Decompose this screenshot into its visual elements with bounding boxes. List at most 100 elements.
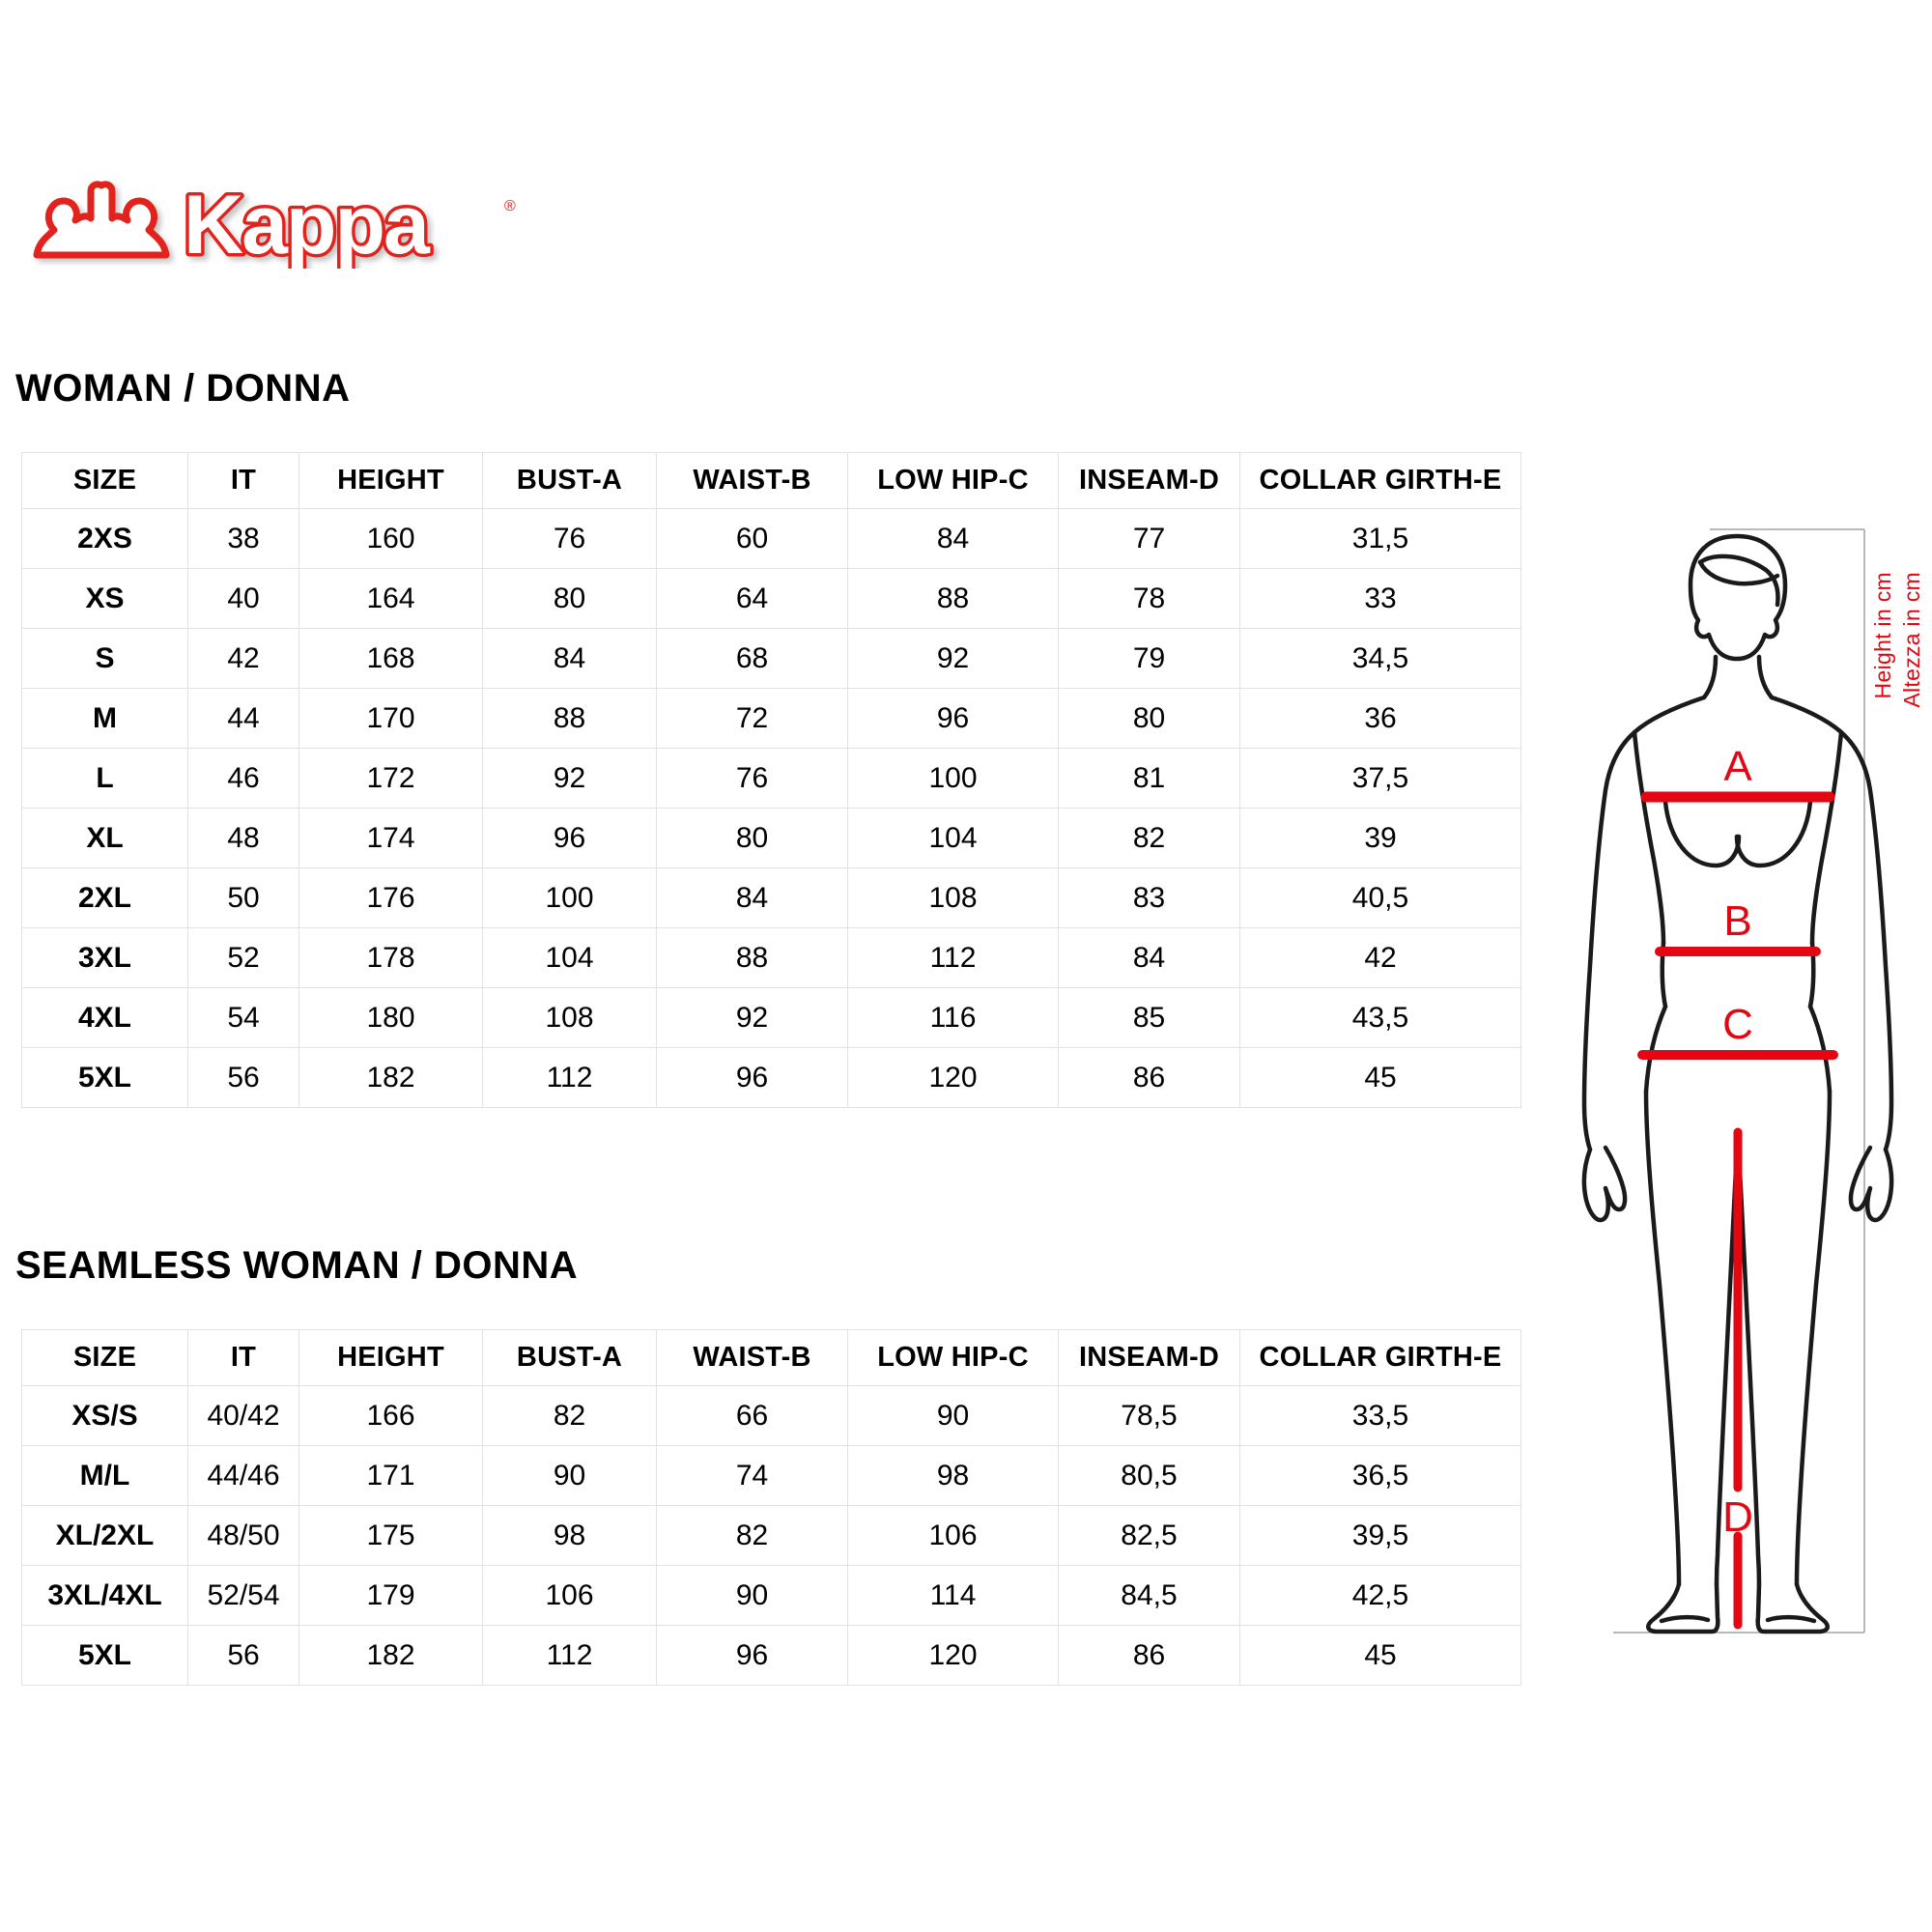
cell-hip: 112	[847, 927, 1059, 988]
cell-inseam: 80,5	[1058, 1445, 1240, 1506]
measurement-lines	[1637, 791, 1838, 1630]
cell-size: 3XL/4XL	[21, 1565, 188, 1626]
cell-size: XS	[21, 568, 188, 629]
cell-waist: 64	[656, 568, 848, 629]
cell-size: L	[21, 748, 188, 809]
cell-size: XL/2XL	[21, 1505, 188, 1566]
cell-inseam: 82	[1058, 808, 1240, 868]
cell-collar: 42	[1239, 927, 1521, 988]
svg-text:Kappa: Kappa	[184, 179, 431, 269]
cell-waist: 74	[656, 1445, 848, 1506]
cell-inseam: 78	[1058, 568, 1240, 629]
cell-bust: 112	[482, 1625, 657, 1686]
column-header-hip: LOW HIP-C	[847, 452, 1059, 509]
cell-collar: 39	[1239, 808, 1521, 868]
cell-hip: 96	[847, 688, 1059, 749]
cell-hip: 90	[847, 1385, 1059, 1446]
table-row: XL/2XL 48/50 175 98 82 106 82,5 39,5	[21, 1505, 1521, 1566]
cell-collar: 34,5	[1239, 628, 1521, 689]
cell-inseam: 78,5	[1058, 1385, 1240, 1446]
cell-hip: 92	[847, 628, 1059, 689]
column-header-waist: WAIST-B	[656, 452, 848, 509]
cell-inseam: 83	[1058, 867, 1240, 928]
cell-bust: 108	[482, 987, 657, 1048]
cell-height: 170	[298, 688, 483, 749]
cell-size: M	[21, 688, 188, 749]
table-row: 3XL 52 178 104 88 112 84 42	[21, 927, 1521, 988]
cell-inseam: 79	[1058, 628, 1240, 689]
cell-waist: 90	[656, 1565, 848, 1626]
column-header-collar: COLLAR GIRTH-E	[1239, 1329, 1521, 1386]
kappa-omini-icon	[33, 181, 170, 259]
cell-it: 44/46	[187, 1445, 299, 1506]
cell-bust: 84	[482, 628, 657, 689]
cell-height: 174	[298, 808, 483, 868]
cell-height: 178	[298, 927, 483, 988]
column-header-height: HEIGHT	[298, 452, 483, 509]
cell-size: 4XL	[21, 987, 188, 1048]
cell-size: XL	[21, 808, 188, 868]
measure-label-d: D	[1722, 1493, 1753, 1541]
cell-it: 40/42	[187, 1385, 299, 1446]
table-row: XS/S 40/42 166 82 66 90 78,5 33,5	[21, 1385, 1521, 1446]
cell-inseam: 86	[1058, 1047, 1240, 1108]
table-row: S 42 168 84 68 92 79 34,5	[21, 628, 1521, 689]
cell-collar: 33	[1239, 568, 1521, 629]
cell-hip: 120	[847, 1047, 1059, 1108]
column-header-hip: LOW HIP-C	[847, 1329, 1059, 1386]
cell-height: 175	[298, 1505, 483, 1566]
cell-size: 2XL	[21, 867, 188, 928]
cell-height: 182	[298, 1047, 483, 1108]
cell-size: XS/S	[21, 1385, 188, 1446]
table-row: 2XL 50 176 100 84 108 83 40,5	[21, 867, 1521, 928]
cell-height: 168	[298, 628, 483, 689]
cell-hip: 98	[847, 1445, 1059, 1506]
body-figure-svg: A B C D	[1581, 528, 1894, 1634]
column-header-it: IT	[187, 452, 299, 509]
cell-it: 48/50	[187, 1505, 299, 1566]
cell-inseam: 82,5	[1058, 1505, 1240, 1566]
cell-bust: 92	[482, 748, 657, 809]
cell-collar: 33,5	[1239, 1385, 1521, 1446]
cell-hip: 100	[847, 748, 1059, 809]
cell-collar: 36	[1239, 688, 1521, 749]
cell-hip: 116	[847, 987, 1059, 1048]
cell-waist: 76	[656, 748, 848, 809]
measure-label-a: A	[1723, 743, 1752, 790]
body-measurement-diagram: A B C D	[1546, 512, 1928, 1634]
column-header-bust: BUST-A	[482, 452, 657, 509]
cell-it: 38	[187, 508, 299, 569]
cell-bust: 112	[482, 1047, 657, 1108]
female-body-outline	[1581, 533, 1894, 1634]
cell-bust: 82	[482, 1385, 657, 1446]
cell-waist: 84	[656, 867, 848, 928]
cell-height: 179	[298, 1565, 483, 1626]
column-header-collar: COLLAR GIRTH-E	[1239, 452, 1521, 509]
cell-inseam: 84,5	[1058, 1565, 1240, 1626]
table-row: M/L 44/46 171 90 74 98 80,5 36,5	[21, 1445, 1521, 1506]
cell-waist: 66	[656, 1385, 848, 1446]
measure-label-c: C	[1722, 1001, 1753, 1048]
cell-bust: 80	[482, 568, 657, 629]
column-header-it: IT	[187, 1329, 299, 1386]
size-table-woman: SIZE IT HEIGHT BUST-A WAIST-B LOW HIP-C …	[21, 452, 1521, 1108]
cell-bust: 90	[482, 1445, 657, 1506]
cell-hip: 104	[847, 808, 1059, 868]
column-header-inseam: INSEAM-D	[1058, 452, 1240, 509]
cell-collar: 40,5	[1239, 867, 1521, 928]
cell-collar: 31,5	[1239, 508, 1521, 569]
cell-hip: 108	[847, 867, 1059, 928]
cell-waist: 82	[656, 1505, 848, 1566]
cell-height: 176	[298, 867, 483, 928]
table-row: XS 40 164 80 64 88 78 33	[21, 568, 1521, 629]
column-header-height: HEIGHT	[298, 1329, 483, 1386]
kappa-logo: Kappa Kappa ®	[21, 172, 543, 269]
cell-inseam: 80	[1058, 688, 1240, 749]
kappa-logo-svg: Kappa Kappa ®	[33, 176, 516, 269]
cell-size: M/L	[21, 1445, 188, 1506]
svg-text:Kappa: Kappa	[184, 179, 431, 269]
column-header-size: SIZE	[21, 1329, 188, 1386]
cell-collar: 43,5	[1239, 987, 1521, 1048]
size-table-seamless: SIZE IT HEIGHT BUST-A WAIST-B LOW HIP-C …	[21, 1329, 1521, 1686]
height-label-italian: Altezza in cm	[1899, 572, 1924, 708]
